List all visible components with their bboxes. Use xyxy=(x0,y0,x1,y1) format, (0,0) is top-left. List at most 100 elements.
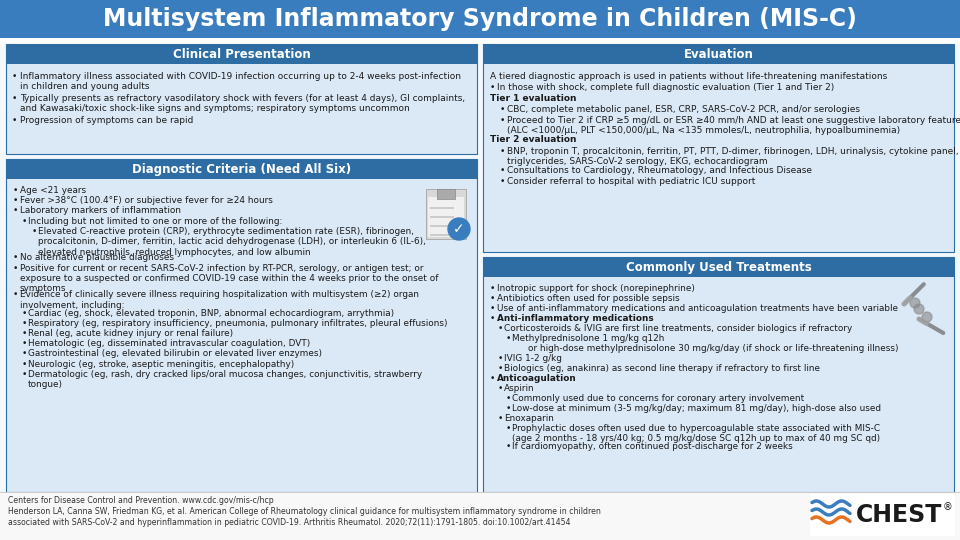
Bar xyxy=(483,44,954,252)
Text: Clinical Presentation: Clinical Presentation xyxy=(173,48,310,60)
Text: Multisystem Inflammatory Syndrome in Children (MIS-C): Multisystem Inflammatory Syndrome in Chi… xyxy=(103,7,857,31)
Text: Positive for current or recent SARS-CoV-2 infection by RT-PCR, serology, or anti: Positive for current or recent SARS-CoV-… xyxy=(20,264,439,293)
Text: CHEST: CHEST xyxy=(856,503,943,527)
Bar xyxy=(0,492,960,493)
Text: •: • xyxy=(490,294,495,303)
Text: Gastrointestinal (eg, elevated bilirubin or elevated liver enzymes): Gastrointestinal (eg, elevated bilirubin… xyxy=(28,349,322,359)
Text: Inflammatory illness associated with COVID-19 infection occurring up to 2-4 week: Inflammatory illness associated with COV… xyxy=(20,72,461,91)
Text: Progression of symptoms can be rapid: Progression of symptoms can be rapid xyxy=(20,116,193,125)
Text: •: • xyxy=(13,196,18,205)
Text: Elevated C-reactive protein (CRP), erythrocyte sedimentation rate (ESR), fibrino: Elevated C-reactive protein (CRP), eryth… xyxy=(38,227,426,256)
Text: Laboratory markers of inflammation: Laboratory markers of inflammation xyxy=(20,206,181,215)
Text: Renal (eg, acute kidney injury or renal failure): Renal (eg, acute kidney injury or renal … xyxy=(28,329,233,338)
Text: •: • xyxy=(490,284,495,293)
Text: •: • xyxy=(12,116,17,125)
Circle shape xyxy=(910,298,920,308)
Text: Age <21 years: Age <21 years xyxy=(20,186,86,195)
Bar xyxy=(437,189,455,199)
Text: •: • xyxy=(22,360,28,369)
Text: •: • xyxy=(22,319,28,328)
Text: Corticosteroids & IVIG are first line treatments, consider biologics if refracto: Corticosteroids & IVIG are first line tr… xyxy=(504,324,852,333)
Text: Cardiac (eg, shock, elevated troponin, BNP, abnormal echocardiogram, arrythmia): Cardiac (eg, shock, elevated troponin, B… xyxy=(28,308,395,318)
Bar xyxy=(0,44,960,492)
Text: •: • xyxy=(13,186,18,195)
Text: •: • xyxy=(498,324,503,333)
Text: •: • xyxy=(498,364,503,373)
Text: Low-dose at minimum (3-5 mg/kg/day; maximum 81 mg/day), high-dose also used: Low-dose at minimum (3-5 mg/kg/day; maxi… xyxy=(512,404,881,413)
Text: Commonly used due to concerns for coronary artery involvement: Commonly used due to concerns for corona… xyxy=(512,394,804,403)
Text: Anti-inflammatory medications: Anti-inflammatory medications xyxy=(497,314,654,323)
Text: Centers for Disease Control and Prevention. www.cdc.gov/mis-c/hcp
Henderson LA, : Centers for Disease Control and Preventi… xyxy=(8,496,601,527)
Text: Tier 2 evaluation: Tier 2 evaluation xyxy=(490,136,577,145)
Text: or high-dose methylprednisolone 30 mg/kg/day (if shock or life-threatening illne: or high-dose methylprednisolone 30 mg/kg… xyxy=(528,344,899,353)
Text: •: • xyxy=(500,166,505,175)
Text: •: • xyxy=(32,227,37,236)
Text: •: • xyxy=(506,394,512,403)
Bar xyxy=(430,234,454,236)
Text: •: • xyxy=(506,334,512,343)
Text: Diagnostic Criteria (Need All Six): Diagnostic Criteria (Need All Six) xyxy=(132,163,351,176)
Text: In those with shock, complete full diagnostic evaluation (Tier 1 and Tier 2): In those with shock, complete full diagn… xyxy=(497,83,834,92)
Text: •: • xyxy=(22,308,28,318)
Text: Including but not limited to one or more of the following:: Including but not limited to one or more… xyxy=(28,217,282,226)
Text: No alternative plausible diagnoses: No alternative plausible diagnoses xyxy=(20,253,174,262)
Text: •: • xyxy=(490,83,495,92)
Circle shape xyxy=(448,218,470,240)
Text: Fever >38°C (100.4°F) or subjective fever for ≥24 hours: Fever >38°C (100.4°F) or subjective feve… xyxy=(20,196,273,205)
Text: Hematologic (eg, disseminated intravascular coagulation, DVT): Hematologic (eg, disseminated intravascu… xyxy=(28,339,310,348)
Text: If cardiomyopathy, often continued post-discharge for 2 weeks: If cardiomyopathy, often continued post-… xyxy=(512,442,793,451)
Text: •: • xyxy=(13,290,18,299)
Text: •: • xyxy=(498,384,503,393)
Text: •: • xyxy=(506,442,512,451)
Text: •: • xyxy=(500,116,505,125)
Text: •: • xyxy=(22,339,28,348)
Text: •: • xyxy=(22,217,28,226)
Text: ®: ® xyxy=(943,502,952,512)
Bar xyxy=(0,492,960,540)
Bar xyxy=(430,225,454,227)
Text: •: • xyxy=(506,404,512,413)
Text: Evaluation: Evaluation xyxy=(684,48,754,60)
Text: •: • xyxy=(500,146,505,156)
Text: Consider referral to hospital with pediatric ICU support: Consider referral to hospital with pedia… xyxy=(507,177,756,186)
Text: •: • xyxy=(22,329,28,338)
Text: •: • xyxy=(506,424,512,433)
Bar xyxy=(483,257,954,277)
Text: •: • xyxy=(490,304,495,313)
Text: Dermatologic (eg, rash, dry cracked lips/oral mucosa changes, conjunctivitis, st: Dermatologic (eg, rash, dry cracked lips… xyxy=(28,370,422,389)
Text: Respiratory (eg, respiratory insufficiency, pneumonia, pulmonary infiltrates, pl: Respiratory (eg, respiratory insufficien… xyxy=(28,319,447,328)
Bar xyxy=(483,257,954,492)
Text: Biologics (eg, anakinra) as second line therapy if refractory to first line: Biologics (eg, anakinra) as second line … xyxy=(504,364,820,373)
Text: CBC, complete metabolic panel, ESR, CRP, SARS-CoV-2 PCR, and/or serologies: CBC, complete metabolic panel, ESR, CRP,… xyxy=(507,105,860,114)
Bar xyxy=(426,189,466,239)
Text: •: • xyxy=(22,370,28,379)
Text: •: • xyxy=(490,314,495,323)
Text: •: • xyxy=(22,349,28,359)
Text: Prophylactic doses often used due to hypercoagulable state associated with MIS-C: Prophylactic doses often used due to hyp… xyxy=(512,424,880,443)
Text: IVIG 1-2 g/kg: IVIG 1-2 g/kg xyxy=(504,354,562,363)
Text: Tier 1 evaluation: Tier 1 evaluation xyxy=(490,94,577,103)
Circle shape xyxy=(922,312,932,322)
Text: Consultations to Cardiology, Rheumatology, and Infectious Disease: Consultations to Cardiology, Rheumatolog… xyxy=(507,166,812,175)
Text: Proceed to Tier 2 if CRP ≥5 mg/dL or ESR ≥40 mm/h AND at least one suggestive la: Proceed to Tier 2 if CRP ≥5 mg/dL or ESR… xyxy=(507,116,960,136)
Text: Methylprednisolone 1 mg/kg q12h: Methylprednisolone 1 mg/kg q12h xyxy=(512,334,664,343)
Text: Neurologic (eg, stroke, aseptic meningitis, encephalopathy): Neurologic (eg, stroke, aseptic meningit… xyxy=(28,360,295,369)
Bar xyxy=(483,44,954,64)
Text: •: • xyxy=(498,354,503,363)
Bar xyxy=(6,159,477,179)
Text: •: • xyxy=(13,264,18,273)
Text: Evidence of clinically severe illness requiring hospitalization with multisystem: Evidence of clinically severe illness re… xyxy=(20,290,419,309)
Text: •: • xyxy=(490,374,495,383)
Text: Commonly Used Treatments: Commonly Used Treatments xyxy=(626,260,811,273)
Text: •: • xyxy=(498,414,503,423)
Text: •: • xyxy=(13,253,18,262)
Bar xyxy=(0,0,960,38)
Text: Antibiotics often used for possible sepsis: Antibiotics often used for possible seps… xyxy=(497,294,680,303)
Bar xyxy=(6,159,477,492)
Text: Typically presents as refractory vasodilatory shock with fevers (for at least 4 : Typically presents as refractory vasodil… xyxy=(20,94,466,113)
Bar xyxy=(430,216,454,218)
Circle shape xyxy=(914,304,924,314)
Bar xyxy=(810,494,955,536)
Text: •: • xyxy=(12,94,17,103)
Text: ✓: ✓ xyxy=(453,222,465,236)
